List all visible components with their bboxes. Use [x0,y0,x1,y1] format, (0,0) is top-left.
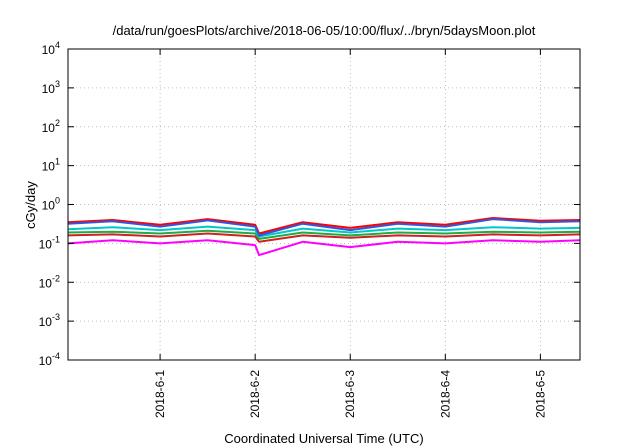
x-tick-label: 2018-6-1 [153,370,167,418]
y-tick-label: 104 [42,40,60,57]
series-line-2 [67,232,581,243]
series-line-4 [67,225,581,238]
chart-title: /data/run/goesPlots/archive/2018-06-05/1… [113,23,536,38]
y-tick-label: 10-4 [39,351,60,368]
plot-lines [67,217,581,257]
y-axis-ticks: 10-4 10-3 10-2 10-1 100 101 102 103 104 [39,40,580,368]
x-axis-label: Coordinated Universal Time (UTC) [224,431,423,446]
y-tick-label: 10-3 [39,312,60,329]
y-tick-label: 100 [42,196,60,213]
series-line-1 [67,239,581,257]
x-axis-ticks: 2018-6-1 2018-6-2 2018-6-3 2018-6-4 2018-6-5 [153,49,547,418]
x-tick-label: 2018-6-4 [438,370,452,418]
y-tick-label: 103 [42,79,60,96]
y-axis-label: cGy/day [23,181,38,229]
x-tick-label: 2018-6-2 [248,370,262,418]
y-tick-label: 101 [42,157,60,174]
y-tick-label: 10-1 [39,234,60,251]
x-tick-label: 2018-6-3 [343,370,357,418]
series-line-5 [67,217,581,235]
y-tick-label: 10-2 [39,273,60,290]
x-tick-label: 2018-6-5 [533,370,547,418]
series-line-6 [67,218,581,237]
grid [68,49,580,360]
series-line-3 [67,229,581,240]
y-tick-label: 102 [42,118,60,135]
